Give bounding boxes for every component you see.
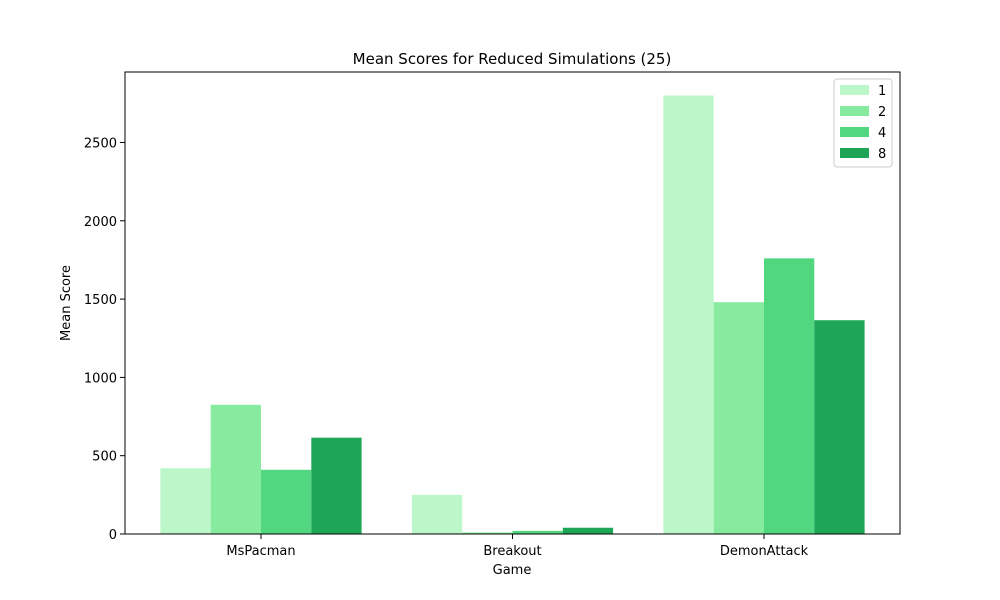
- legend: 1 2 4 8: [833, 78, 893, 168]
- bar-breakout-series-1: [411, 494, 463, 534]
- x-tick-label: MsPacman: [226, 544, 295, 559]
- chart-title: Mean Scores for Reduced Simulations (25): [353, 50, 672, 68]
- x-tick-label: DemonAttack: [720, 544, 809, 559]
- x-axis: MsPacman Breakout DemonAttack: [226, 534, 809, 559]
- legend-label: 8: [878, 147, 886, 162]
- y-axis-label: Mean Score: [59, 265, 74, 341]
- bar-mspacman-series-1: [160, 468, 211, 534]
- legend-swatch: [840, 148, 869, 158]
- bar-demonattack-series-1: [663, 95, 714, 535]
- y-tick-label: 0: [109, 528, 117, 543]
- bar-mspacman-series-4: [261, 469, 312, 534]
- bar-demonattack-series-2: [713, 302, 764, 534]
- bar-demonattack-series-8: [814, 320, 865, 534]
- y-tick-label: 1500: [84, 293, 117, 308]
- legend-swatch: [840, 106, 869, 116]
- legend-label: 1: [878, 84, 886, 99]
- y-tick-label: 500: [92, 450, 117, 465]
- legend-swatch: [840, 127, 869, 137]
- bar-breakout-series-4: [512, 530, 563, 534]
- legend-label: 2: [878, 105, 886, 120]
- y-tick-label: 2500: [84, 136, 117, 151]
- bar-breakout-series-8: [562, 527, 614, 534]
- y-axis: 0 500 1000 1500 2000 2500: [84, 136, 125, 543]
- y-tick-label: 2000: [84, 215, 117, 230]
- x-axis-label: Game: [493, 563, 532, 578]
- bar-breakout-series-2: [462, 532, 513, 534]
- bar-mspacman-series-8: [311, 437, 362, 534]
- bar-demonattack-series-4: [764, 258, 815, 534]
- legend-label: 4: [878, 126, 886, 141]
- y-tick-label: 1000: [84, 371, 117, 386]
- bar-mspacman-series-2: [210, 404, 261, 534]
- bars-group: [160, 95, 865, 535]
- x-tick-label: Breakout: [483, 544, 541, 559]
- legend-swatch: [840, 85, 869, 95]
- legend-box: [833, 78, 893, 168]
